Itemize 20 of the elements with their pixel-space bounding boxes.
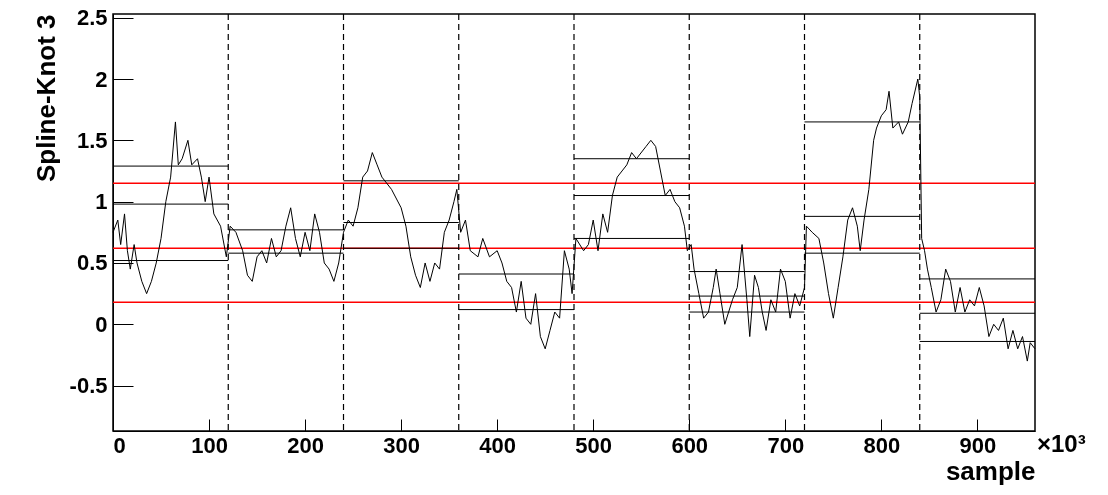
y-tick-label: 1.5 xyxy=(76,127,108,153)
y-tick-label: 0 xyxy=(95,311,108,337)
x-tick-label: 300 xyxy=(383,432,420,458)
x-tick-label: 500 xyxy=(575,432,613,458)
x-tick-label: 100 xyxy=(191,432,228,458)
x-tick-label: 700 xyxy=(767,432,805,458)
x-tick-label: 200 xyxy=(287,432,324,458)
y-tick-label: 2 xyxy=(95,66,108,92)
y-tick-label: -0.5 xyxy=(69,373,108,399)
x-tick-label: 600 xyxy=(671,432,709,458)
x-axis-title: sample xyxy=(945,455,1036,486)
text: ×10³ xyxy=(1037,430,1086,457)
x-tick-label: 400 xyxy=(479,432,517,458)
x-tick-label: 800 xyxy=(863,432,901,458)
x-tick-label: 900 xyxy=(959,432,997,458)
y-tick-label: 0.5 xyxy=(76,250,108,276)
y-axis-title: Spline-Knot 3 xyxy=(30,14,61,183)
y-tick-label: 1 xyxy=(95,189,108,215)
y-tick-label: 2.5 xyxy=(76,5,108,31)
x-tick-label: 0 xyxy=(113,432,126,458)
